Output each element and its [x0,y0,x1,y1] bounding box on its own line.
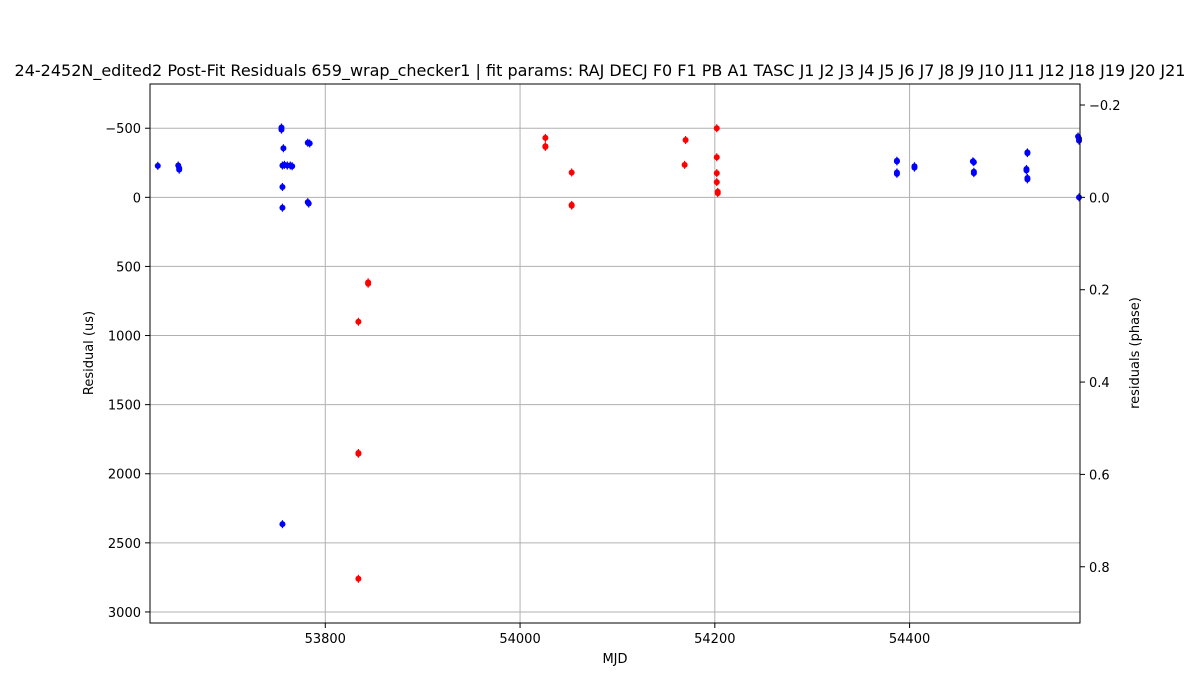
residual-point-blue [154,162,161,169]
y-tick-label: 1000 [108,330,141,345]
y-tick-label: 2500 [108,537,141,552]
residual-point-blue [279,204,286,211]
x-axis-label: MJD [602,652,627,667]
residual-point-red [713,154,720,161]
residual-point-blue [280,145,287,152]
residual-point-red [355,575,362,582]
residual-point-blue [893,170,900,177]
residual-point-blue [1076,194,1083,201]
residual-point-blue [1076,137,1083,144]
x-tick-label: 54400 [889,632,930,647]
residual-point-blue [1024,150,1031,157]
x-axis: 53800 54000 54200 54400 [305,623,930,647]
residual-point-red [681,161,688,168]
data-points [154,123,1083,583]
y2-tick-label: 0.0 [1089,191,1110,206]
x-tick-label: 53800 [305,632,346,647]
residual-point-blue [305,200,312,207]
residual-point-blue [1023,167,1030,174]
y2-tick-label: −0.2 [1089,99,1121,114]
y-axis-left: −500 0 500 1000 1500 2000 2500 3000 [105,122,150,621]
residual-point-blue [1024,176,1031,183]
residual-point-blue [176,166,183,173]
residual-point-blue [279,521,286,528]
residual-point-red [568,169,575,176]
residual-point-red [713,125,720,132]
residual-point-blue [911,164,918,171]
residual-point-red [542,134,549,141]
residual-point-blue [306,140,313,147]
y2-tick-label: 0.4 [1089,376,1110,391]
residual-point-blue [289,163,296,170]
residual-point-red [682,136,689,143]
residual-point-red [365,280,372,287]
y-tick-label: −500 [105,122,141,137]
residual-point-red [713,170,720,177]
residual-point-blue [893,158,900,165]
y2-tick-label: 0.8 [1089,561,1110,576]
plot-frame [149,83,1081,624]
y-tick-label: 2000 [108,468,141,483]
residual-point-blue [970,170,977,177]
residual-point-blue [278,126,285,133]
y-axis-right: −0.2 0.0 0.2 0.4 0.6 0.8 [1080,99,1121,576]
residual-point-red [355,450,362,457]
chart-title: 24-2452N_edited2 Post-Fit Residuals 659_… [15,61,1186,81]
x-tick-label: 54200 [694,632,735,647]
residual-point-red [568,202,575,209]
residual-point-red [542,143,549,150]
y-axis-label: Residual (us) [82,311,97,395]
y-tick-label: 0 [133,191,141,206]
y2-tick-label: 0.2 [1089,284,1110,299]
residual-point-blue [970,159,977,166]
residual-point-red [714,190,721,197]
y-tick-label: 3000 [108,606,141,621]
residual-point-blue [279,183,286,190]
residual-point-red [355,318,362,325]
y-tick-label: 500 [116,260,141,275]
y2-tick-label: 0.6 [1089,468,1110,483]
y2-axis-label: residuals (phase) [1128,297,1143,409]
x-tick-label: 54000 [499,632,540,647]
y-tick-label: 1500 [108,399,141,414]
residual-point-red [713,179,720,186]
